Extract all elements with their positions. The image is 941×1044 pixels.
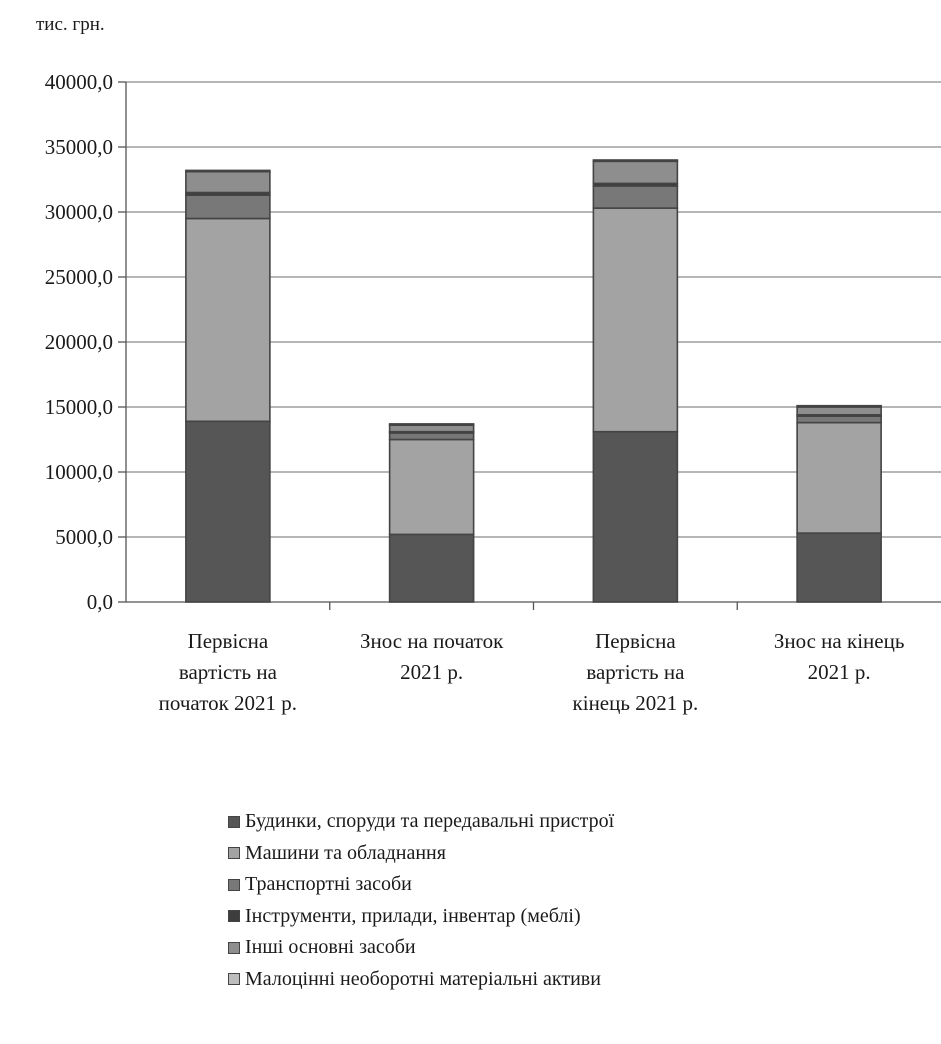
- bar-segment: [388, 533, 475, 603]
- unit-label: тис. грн.: [36, 14, 105, 35]
- y-tick-label: 35000,0: [45, 135, 113, 159]
- legend-label: Інші основні засоби: [245, 936, 416, 959]
- legend-label: Машини та обладнання: [245, 841, 446, 864]
- legend-swatch: [228, 815, 240, 828]
- legend-label: Транспортні засоби: [245, 873, 412, 896]
- x-tick-label: Первісна: [188, 629, 269, 653]
- y-tick-label: 30000,0: [45, 200, 113, 224]
- bar-segment: [592, 185, 679, 209]
- x-tick-label: 2021 р.: [808, 660, 871, 684]
- x-tick-label: Знос на початок: [360, 629, 504, 653]
- bar-segment: [388, 424, 475, 433]
- legend-swatch: [228, 878, 240, 891]
- legend-item: Транспортні засоби: [228, 869, 928, 901]
- legend-item: Інші основні засоби: [228, 932, 928, 964]
- x-tick-label: вартість на: [586, 660, 685, 684]
- bar-segment: [796, 415, 882, 424]
- bar-segment: [592, 430, 679, 603]
- legend-swatch: [228, 973, 240, 986]
- x-tick-label: Первісна: [595, 629, 676, 653]
- bar-segment: [185, 170, 271, 194]
- bar-segment: [592, 159, 679, 163]
- bar-segment: [796, 421, 882, 534]
- bar-segment: [796, 404, 882, 408]
- bar-segment: [592, 207, 679, 433]
- legend-item: Інструменти, прилади, інвентар (меблі): [228, 901, 928, 933]
- legend-label: Будинки, споруди та передавальні пристро…: [245, 810, 615, 833]
- y-tick-label: 5000,0: [55, 525, 113, 549]
- legend: Будинки, споруди та передавальні пристро…: [228, 806, 928, 995]
- bar-segment: [185, 169, 271, 173]
- y-tick-label: 20000,0: [45, 330, 113, 354]
- legend-swatch: [228, 941, 240, 954]
- y-tick-label: 40000,0: [45, 70, 113, 94]
- legend-item: Будинки, споруди та передавальні пристро…: [228, 806, 928, 838]
- x-tick-label: кінець 2021 р.: [573, 691, 699, 715]
- legend-item: Малоцінні необоротні матеріальні активи: [228, 964, 928, 996]
- x-tick-label: вартість на: [179, 660, 278, 684]
- y-tick-label: 15000,0: [45, 395, 113, 419]
- bar-segment: [388, 438, 475, 536]
- bar-segment: [388, 432, 475, 441]
- legend-swatch: [228, 910, 240, 923]
- y-tick-label: 10000,0: [45, 460, 113, 484]
- bar-segment: [592, 160, 679, 185]
- bar-segment: [796, 406, 882, 416]
- legend-label: Малоцінні необоротні матеріальні активи: [245, 967, 601, 990]
- bar-segment: [185, 420, 271, 603]
- bar-segment: [796, 532, 882, 603]
- y-tick-label: 0,0: [87, 590, 113, 614]
- x-tick-label: 2021 р.: [400, 660, 463, 684]
- legend-swatch: [228, 847, 240, 860]
- bar-segment: [185, 194, 271, 220]
- x-tick-label: початок 2021 р.: [159, 691, 297, 715]
- legend-item: Машини та обладнання: [228, 838, 928, 870]
- bar-segment: [185, 217, 271, 423]
- bar-segment: [388, 423, 475, 426]
- y-tick-label: 25000,0: [45, 265, 113, 289]
- legend-label: Інструменти, прилади, інвентар (меблі): [245, 904, 581, 927]
- x-tick-label: Знос на кінець: [774, 629, 905, 653]
